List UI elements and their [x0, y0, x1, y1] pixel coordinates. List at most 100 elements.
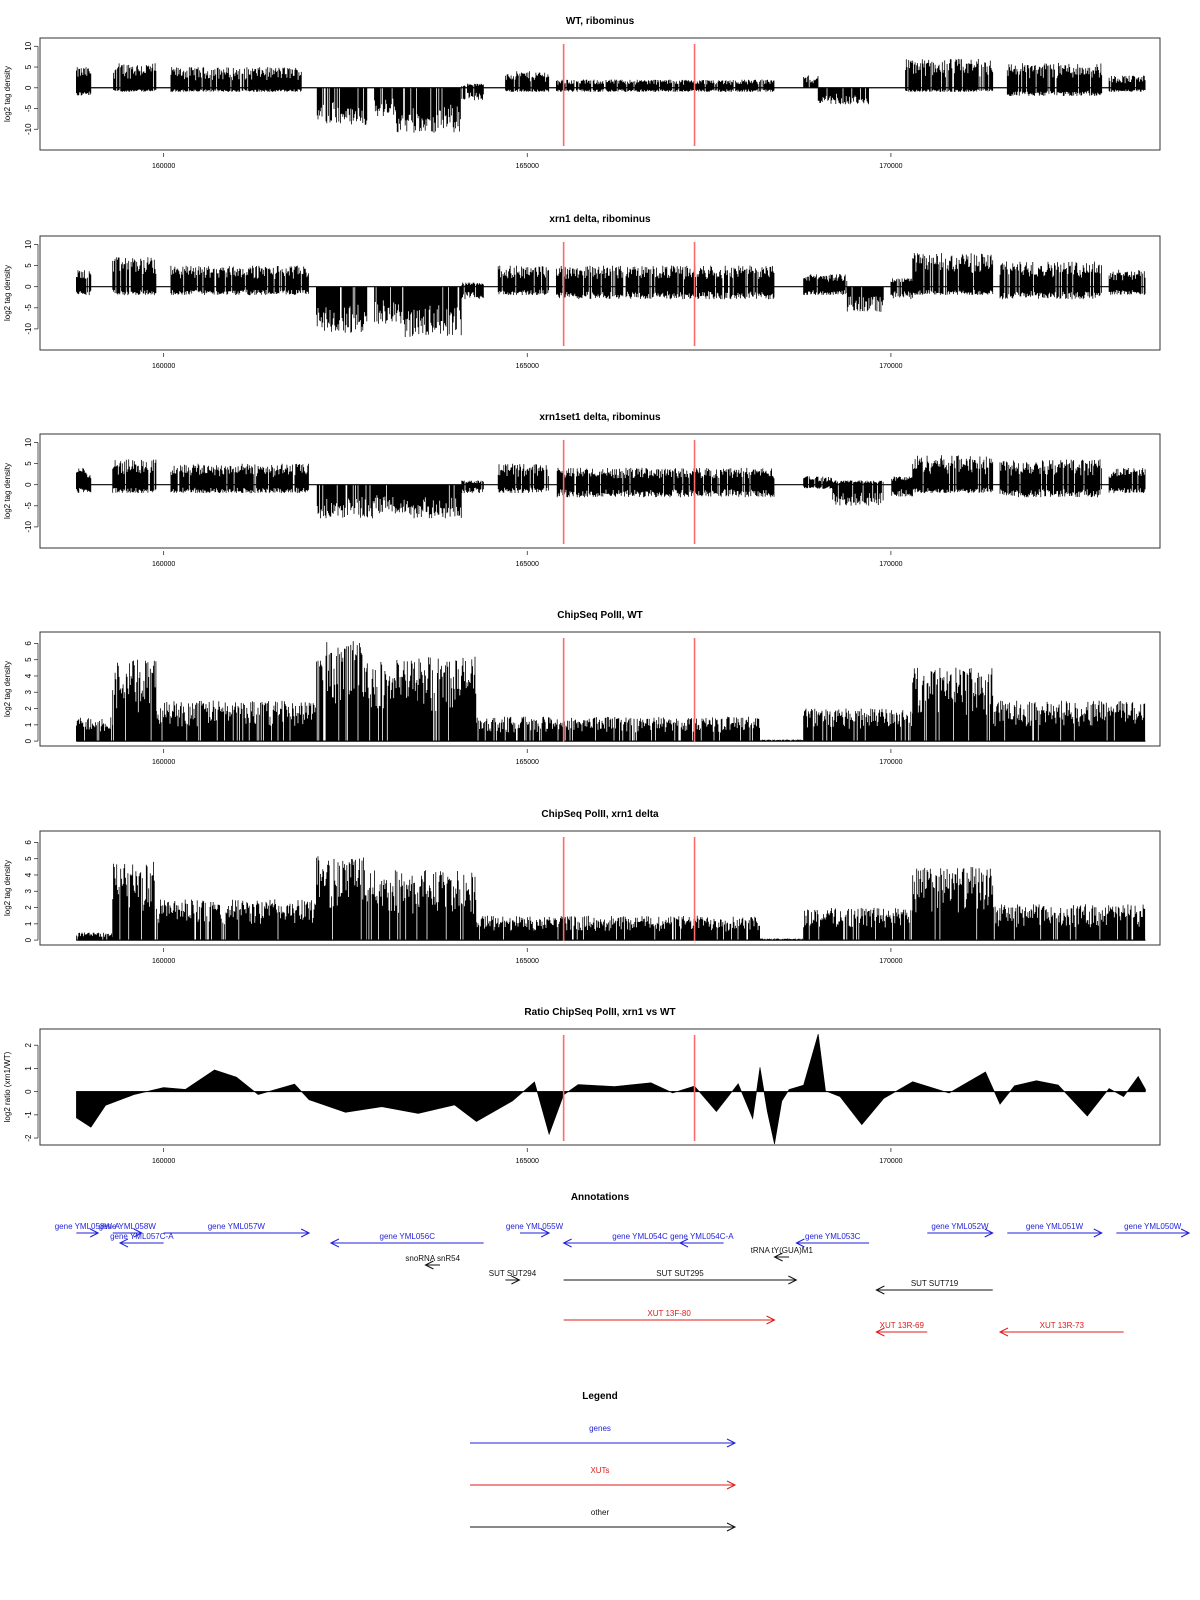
bar-segment — [1108, 269, 1146, 295]
bar-segment — [76, 468, 92, 493]
bar-segment — [891, 476, 913, 497]
bar-segment — [803, 75, 819, 88]
arrow-head — [875, 1327, 885, 1337]
x-tick-label: 165000 — [516, 1158, 539, 1165]
bar-segment — [76, 67, 92, 96]
annotation-arrow — [563, 1275, 798, 1285]
annotation-label: gene YML050W — [1124, 1222, 1182, 1231]
y-tick-label: 0 — [24, 284, 33, 289]
arrow-head — [726, 1438, 737, 1448]
bar-segment — [156, 700, 316, 742]
data-layer — [76, 856, 1146, 941]
bar-segment — [497, 265, 549, 295]
bar-segment — [76, 270, 92, 296]
annotation-label: XUT 13R-73 — [1040, 1321, 1085, 1330]
bar-segment — [366, 870, 419, 941]
chart-panel: Ratio ChipSeq PolII, xrn1 vs WT -2 -1 0 1 2 lo… — [3, 1007, 1161, 1165]
y-tick-label: 6 — [24, 641, 33, 646]
annotations-title: Annotations — [571, 1192, 630, 1203]
bar-segment — [912, 455, 994, 494]
annotation-arrow — [505, 1275, 521, 1285]
annotation-label: gene YML053C — [805, 1232, 861, 1241]
y-tick-label: -10 — [24, 123, 33, 135]
annotation-arrow — [795, 1238, 870, 1248]
x-tick-label: 160000 — [152, 363, 175, 370]
bar-segment — [316, 286, 368, 333]
bar-segment — [497, 463, 549, 493]
bar-segment — [912, 253, 994, 295]
arrow-head — [118, 1238, 129, 1248]
chart-title: WT, ribominus — [566, 16, 635, 27]
arrow-head — [1093, 1228, 1103, 1238]
x-tick-label: 160000 — [152, 759, 175, 766]
chart-title: ChipSeq PolII, WT — [557, 610, 643, 621]
y-tick-label: 0 — [24, 937, 33, 942]
bar-segment — [396, 87, 461, 133]
bar-segment — [817, 87, 869, 105]
annotation-arrow — [118, 1238, 164, 1248]
y-tick-label: 2 — [24, 1042, 33, 1047]
arrow-head — [788, 1275, 798, 1285]
arrow-head — [300, 1228, 311, 1238]
annotation-label: gene YML052W — [931, 1222, 989, 1231]
annotation-label: XUT 13F-80 — [647, 1309, 691, 1318]
annotation-arrow — [927, 1228, 994, 1238]
annotation-label: gene YML054C-A — [670, 1232, 734, 1241]
annotation-label: gene YML058W-A — [55, 1222, 121, 1231]
legend-entry-label: XUTs — [590, 1466, 609, 1475]
bar-segment — [803, 708, 913, 742]
bar-segment — [999, 261, 1102, 300]
annotation-label: gene YML051W — [1026, 1222, 1084, 1231]
annotation-label: gene YML057C-A — [110, 1232, 174, 1241]
y-axis-label: log2 tag density — [3, 661, 12, 717]
bar-segment — [803, 476, 833, 489]
y-tick-label: 4 — [24, 872, 33, 877]
bar-segment — [505, 71, 550, 92]
y-tick-label: -10 — [24, 521, 33, 533]
y-tick-label: 5 — [24, 263, 33, 268]
plot-frame — [39, 631, 1161, 747]
x-tick-label: 165000 — [516, 163, 539, 170]
annotation-arrow — [424, 1260, 440, 1270]
y-tick-label: 0 — [24, 85, 33, 90]
arrow-head — [875, 1285, 885, 1295]
arrow-head — [89, 1228, 100, 1238]
bar-segment — [999, 459, 1102, 498]
bar-segment — [890, 278, 913, 300]
arrow-head — [998, 1327, 1009, 1337]
bar-segment — [461, 480, 484, 494]
x-tick-label: 160000 — [152, 1158, 175, 1165]
y-tick-label: -1 — [24, 1111, 33, 1119]
bar-segment — [803, 907, 913, 941]
annotation-label: snoRNA snR54 — [405, 1254, 460, 1263]
chart-title: ChipSeq PolII, xrn1 delta — [541, 809, 659, 820]
bar-segment — [112, 861, 155, 941]
bar-segment — [112, 459, 157, 493]
annotation-arrow — [1007, 1228, 1103, 1238]
y-tick-label: 10 — [24, 239, 33, 248]
bar-segment — [1108, 468, 1146, 494]
bar-segment — [905, 58, 994, 92]
x-tick-label: 160000 — [152, 163, 175, 170]
x-tick-label: 170000 — [879, 759, 902, 766]
bar-segment — [1108, 75, 1146, 92]
data-layer — [76, 455, 1146, 519]
bar-segment — [112, 257, 157, 296]
bar-segment — [170, 265, 309, 296]
bar-segment — [170, 67, 302, 92]
y-tick-label: 1 — [24, 1066, 33, 1071]
data-layer — [76, 1034, 1146, 1145]
annotation-label: XUT 13R-69 — [880, 1321, 925, 1330]
y-axis-label: log2 tag density — [3, 66, 12, 122]
annotation-label: tRNA tY(GUA)M1 — [751, 1246, 814, 1255]
annotation-arrow — [563, 1315, 776, 1325]
data-layer — [76, 58, 1146, 133]
y-axis-label: log2 ratio (xrn1/WT) — [3, 1051, 12, 1122]
x-tick-label: 170000 — [879, 561, 902, 568]
bar-segment — [374, 87, 397, 116]
chart-panel: ChipSeq PolII, xrn1 delta 0 1 2 3 4 5 6 log2 tag… — [3, 809, 1161, 965]
annotation-arrow — [678, 1238, 724, 1248]
annotation-label: SUT SUT295 — [656, 1269, 704, 1278]
bar-segment — [316, 484, 375, 519]
